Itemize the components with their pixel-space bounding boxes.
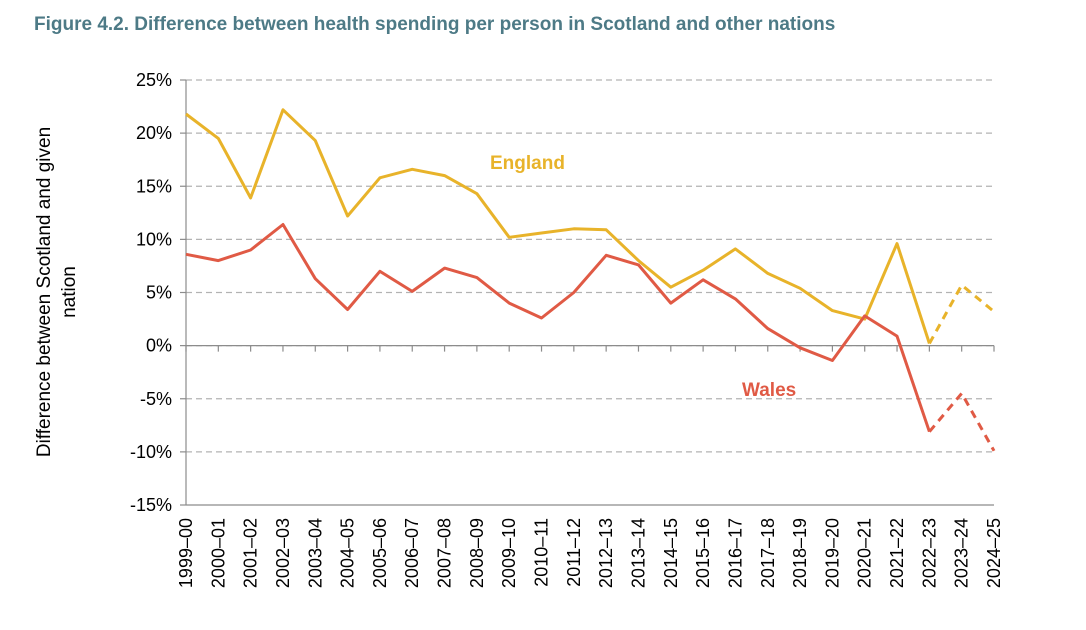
x-tick-label: 1999–00: [176, 518, 196, 588]
y-tick-label: 20%: [136, 123, 172, 143]
x-tick-label: 2001–02: [241, 518, 261, 588]
series-lines: [185, 108, 996, 452]
england-series-label: England: [490, 153, 565, 174]
x-tick-label: 2021–22: [887, 518, 907, 588]
gridlines: [186, 79, 994, 453]
x-tick-label: 2005–06: [370, 518, 390, 588]
y-tick-label: 10%: [136, 229, 172, 249]
y-tick-label: 0%: [146, 336, 172, 356]
x-tick-label: 2023–24: [952, 518, 972, 588]
x-tick-label: 2013–14: [628, 518, 648, 588]
x-tick-label: 2002–03: [273, 518, 293, 588]
x-tick-label: 2022–23: [919, 518, 939, 588]
series-labels: England Wales: [490, 153, 796, 401]
x-tick-label: 2010–11: [532, 518, 552, 587]
x-tick-label: 2015–16: [693, 518, 713, 588]
y-tick-label: -5%: [140, 389, 172, 409]
wales-line: [185, 223, 931, 433]
y-tick-label: 25%: [136, 70, 172, 90]
x-tick-label: 2014–15: [661, 518, 681, 588]
x-tick-label: 2009–10: [499, 518, 519, 588]
england-projection-line: [928, 283, 995, 345]
x-tick-label: 2000–01: [208, 518, 228, 588]
x-tick-label: 2011–12: [564, 518, 584, 587]
england-line: [185, 108, 931, 344]
x-tick-label: 2012–13: [596, 518, 616, 588]
wales-series-label: Wales: [742, 380, 796, 401]
x-tick-label: 2018–19: [790, 518, 810, 588]
y-tick-label: 15%: [136, 176, 172, 196]
x-tick-label: 2003–04: [305, 518, 325, 588]
axes: [180, 79, 995, 506]
y-axis-label-line2: nation: [59, 266, 80, 318]
y-tick-label: -15%: [130, 495, 172, 515]
x-tick-label: 2019–20: [822, 518, 842, 588]
x-tick-label: 2006–07: [402, 518, 422, 588]
x-tick-label: 2007–08: [435, 518, 455, 588]
wales-projection-line: [928, 391, 996, 452]
x-tick-label: 2017–18: [758, 518, 778, 588]
x-tick-labels: 1999–00 2000–01 2001–02 2002–03 2003–04 2004–…: [176, 518, 1004, 588]
y-tick-label: 5%: [146, 283, 172, 303]
y-tick-labels: 25% 20% 15% 10% 5% 0% -5% -10% -15%: [130, 70, 172, 515]
x-tick-label: 2016–17: [725, 518, 745, 588]
x-tick-label: 2008–09: [467, 518, 487, 588]
x-tick-label: 2004–05: [338, 518, 358, 588]
y-tick-label: -10%: [130, 442, 172, 462]
figure-title: Figure 4.2. Difference between health sp…: [34, 14, 836, 35]
x-tick-label: 2020–21: [855, 518, 875, 588]
x-tick-label: 2024–25: [984, 518, 1004, 588]
y-axis-label: Difference between Scotland and given: [34, 127, 55, 457]
